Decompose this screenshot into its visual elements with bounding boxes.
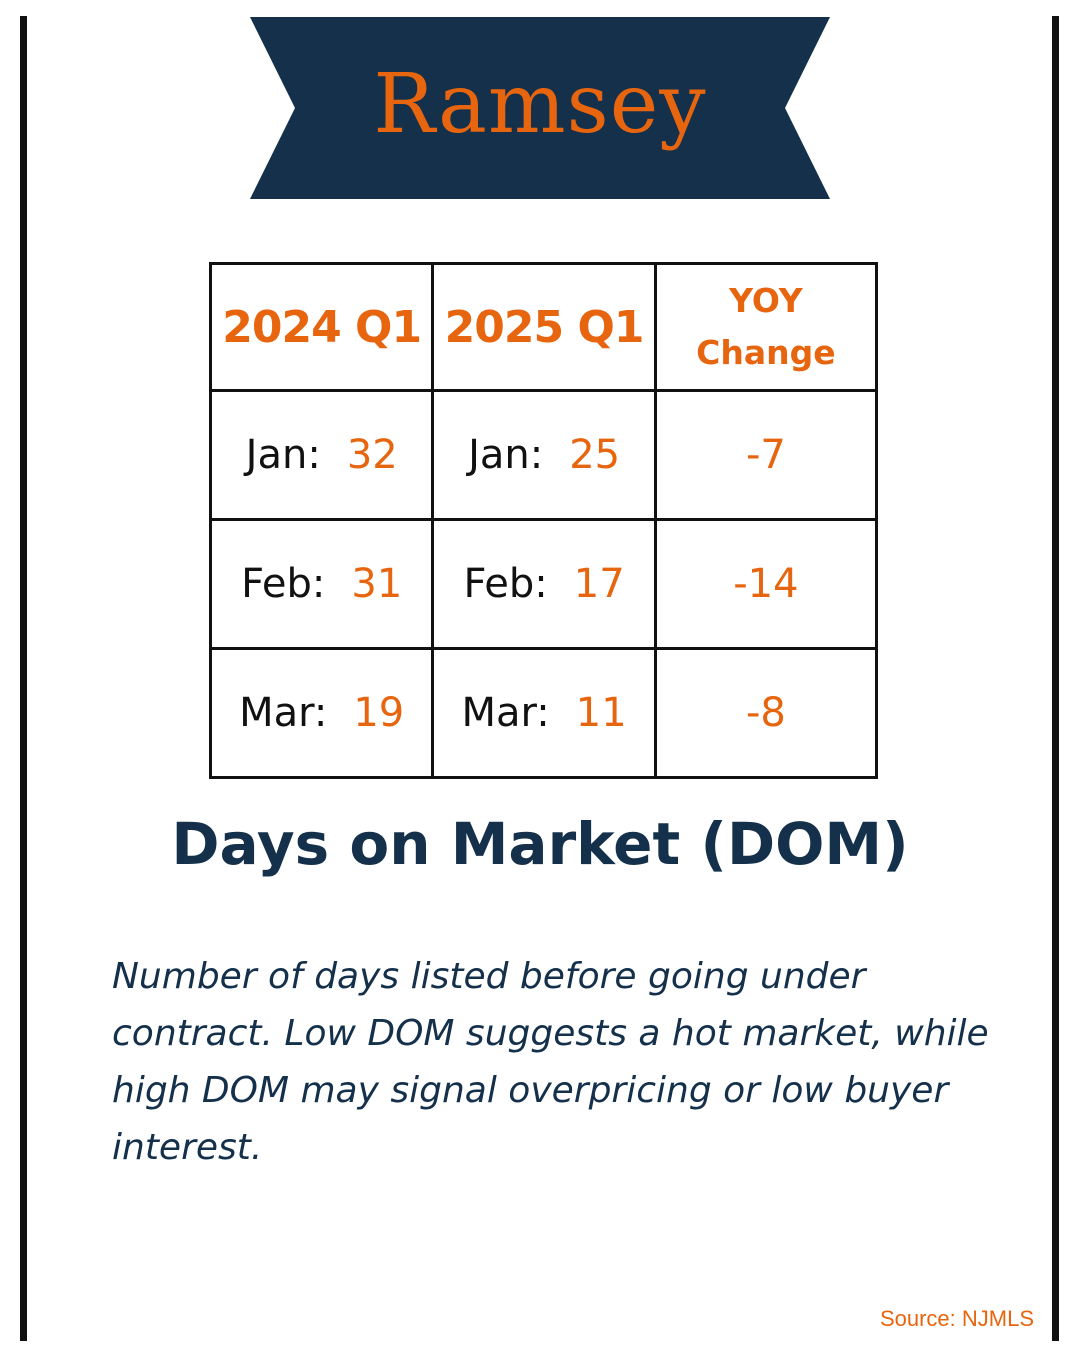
left-border-line bbox=[20, 16, 27, 1341]
header-2025-q1: 2025 Q1 bbox=[431, 262, 657, 392]
title-banner: Ramsey bbox=[250, 17, 830, 199]
cell-change-feb: -14 bbox=[653, 518, 879, 650]
header-2024-q1: 2024 Q1 bbox=[208, 262, 435, 392]
cell-change-jan: -7 bbox=[653, 389, 879, 521]
cell-2024-feb: Feb: 31 bbox=[208, 518, 435, 650]
town-title: Ramsey bbox=[373, 56, 707, 152]
table-row: Feb: 31 Feb: 17 -14 bbox=[208, 518, 879, 650]
cell-2025-feb: Feb: 17 bbox=[431, 518, 657, 650]
description-text: Number of days listed before going under… bbox=[112, 956, 989, 1168]
cell-change-mar: -8 bbox=[653, 647, 879, 779]
ribbon-shape bbox=[250, 17, 830, 199]
table-row: Mar: 19 Mar: 11 -8 bbox=[208, 647, 879, 779]
right-border-line bbox=[1052, 16, 1059, 1341]
source-credit: Source: NJMLS bbox=[879, 1306, 1034, 1331]
section-heading: Days on Market (DOM) bbox=[171, 810, 909, 878]
dom-table: 2024 Q1 2025 Q1 YOY Change Jan: 32 Jan: 25… bbox=[208, 262, 879, 779]
cell-2024-mar: Mar: 19 bbox=[208, 647, 435, 779]
header-yoy-change: YOY Change bbox=[653, 262, 879, 392]
table-header-row: 2024 Q1 2025 Q1 YOY Change bbox=[208, 262, 879, 392]
cell-2024-jan: Jan: 32 bbox=[208, 389, 435, 521]
table-row: Jan: 32 Jan: 25 -7 bbox=[208, 389, 879, 521]
cell-2025-jan: Jan: 25 bbox=[431, 389, 657, 521]
cell-2025-mar: Mar: 11 bbox=[431, 647, 657, 779]
